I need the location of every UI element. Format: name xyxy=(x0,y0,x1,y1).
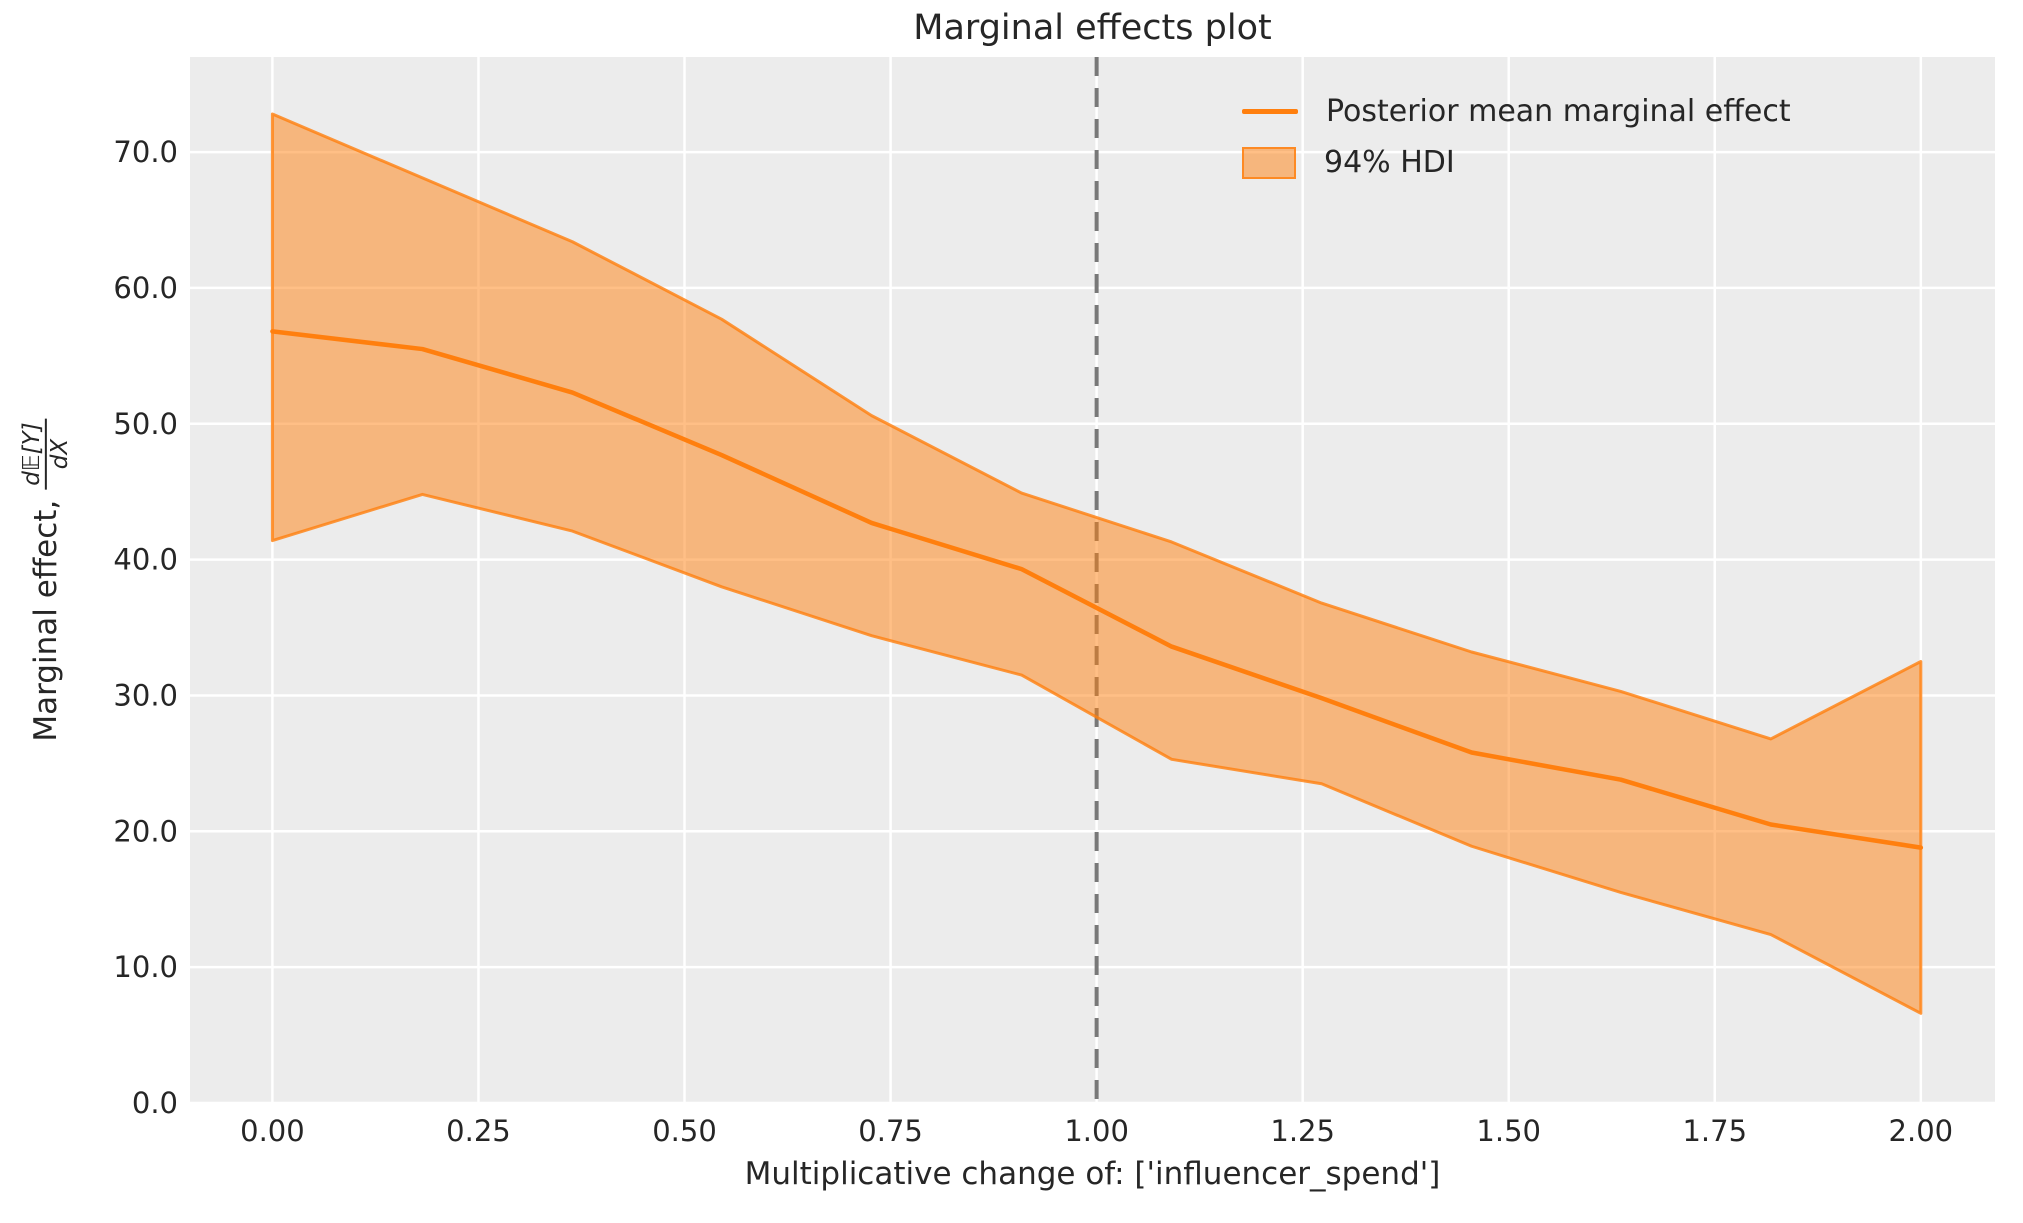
y-axis-label-text: Marginal effect, xyxy=(28,499,64,742)
legend-item-hdi: 94% HDI xyxy=(1242,145,1791,180)
y-tick-label: 50.0 xyxy=(113,407,178,441)
posterior-mean-line xyxy=(270,329,1924,850)
hdi-band xyxy=(270,112,1923,1015)
legend-item-posterior-mean: Posterior mean marginal effect xyxy=(1242,94,1791,129)
y-axis-label-fraction: d𝔼[Y] dX xyxy=(19,418,73,490)
x-tick-label: 0.50 xyxy=(652,1114,717,1148)
x-tick-label: 1.00 xyxy=(1064,1114,1129,1148)
legend-label: Posterior mean marginal effect xyxy=(1326,94,1791,129)
legend: Posterior mean marginal effect 94% HDI xyxy=(1242,94,1791,180)
x-tick-label: 0.75 xyxy=(858,1114,923,1148)
y-tick-label: 40.0 xyxy=(113,543,178,577)
y-tick-label: 0.0 xyxy=(132,1086,178,1120)
x-tick-label: 1.50 xyxy=(1476,1114,1541,1148)
x-tick-label: 1.75 xyxy=(1682,1114,1747,1148)
x-tick-label: 0.00 xyxy=(240,1114,305,1148)
legend-label: 94% HDI xyxy=(1324,145,1455,180)
chart-title: Marginal effects plot xyxy=(913,8,1272,48)
y-tick-label: 70.0 xyxy=(113,135,178,169)
x-tick-label: 0.25 xyxy=(446,1114,511,1148)
y-tick-label: 30.0 xyxy=(113,678,178,712)
y-tick-label: 60.0 xyxy=(113,271,178,305)
x-tick-label: 2.00 xyxy=(1889,1114,1954,1148)
y-tick-label: 10.0 xyxy=(113,950,178,984)
y-axis-label: Marginal effect, d𝔼[Y] dX xyxy=(19,418,73,742)
legend-line-swatch xyxy=(1242,109,1298,114)
legend-patch-swatch xyxy=(1242,146,1296,179)
y-tick-label: 20.0 xyxy=(113,814,178,848)
fraction-denominator: dX xyxy=(47,438,73,470)
x-axis-label: Multiplicative change of: ['influencer_s… xyxy=(744,1156,1441,1192)
x-tick-label: 1.25 xyxy=(1270,1114,1335,1148)
fraction-numerator: d𝔼[Y] xyxy=(19,418,47,490)
